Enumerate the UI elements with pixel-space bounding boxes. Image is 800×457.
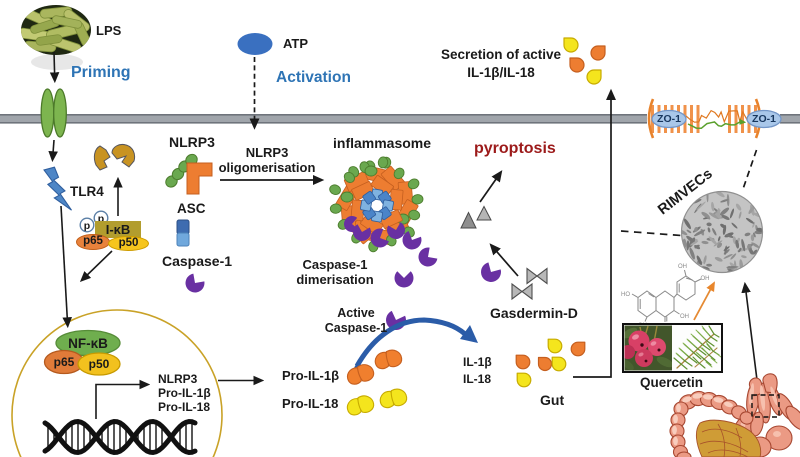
- svg-text:p: p: [84, 220, 90, 232]
- svg-text:p: p: [98, 213, 104, 225]
- svg-text:OH: OH: [678, 264, 687, 270]
- svg-text:OH: OH: [701, 276, 710, 282]
- svg-text:HO: HO: [621, 292, 630, 298]
- svg-text:OH: OH: [680, 314, 689, 320]
